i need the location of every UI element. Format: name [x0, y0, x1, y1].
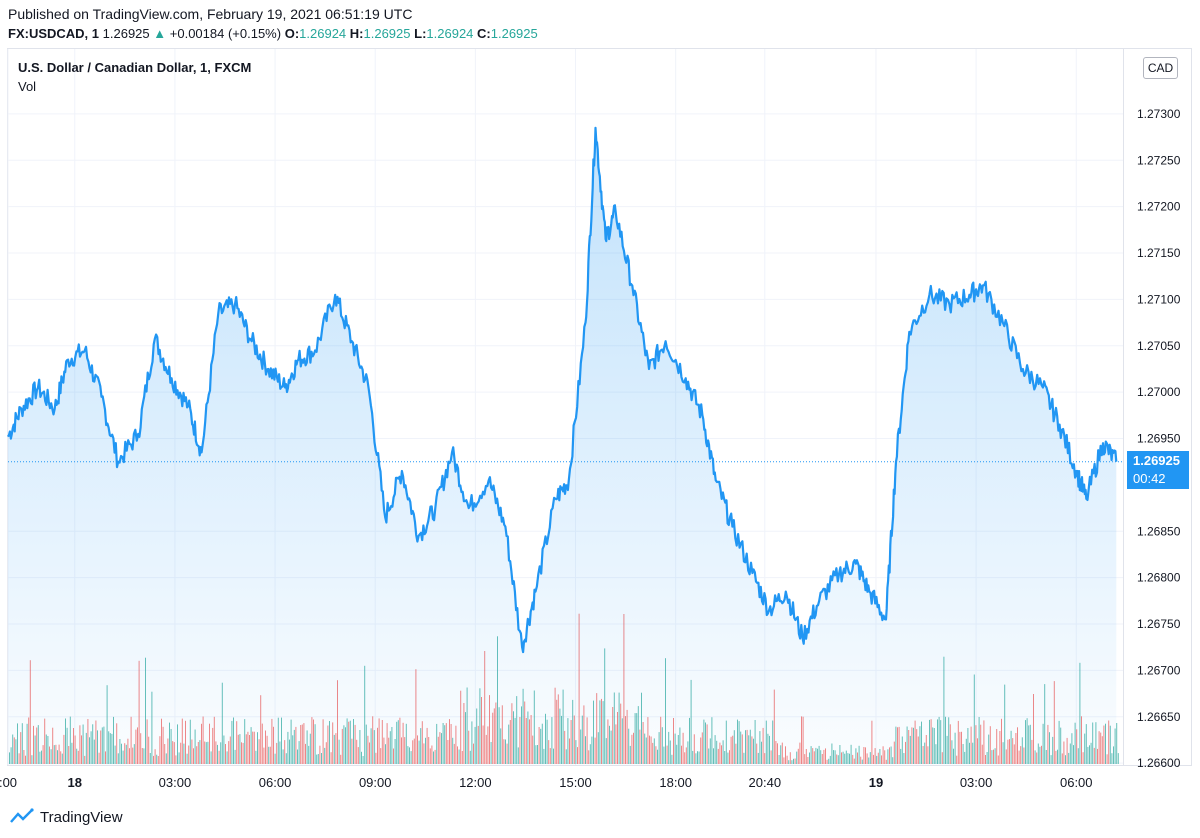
currency-badge[interactable]: CAD: [1143, 57, 1178, 79]
last-price: 1.26925: [102, 26, 150, 41]
x-tick-label: 06:00: [1060, 775, 1093, 790]
low-label: L:: [414, 26, 427, 41]
price-axis[interactable]: [1124, 48, 1192, 766]
high-label: H:: [349, 26, 364, 41]
y-tick-label: 1.26600: [1137, 756, 1181, 770]
change-value: +0.00184 (+0.15%): [169, 26, 282, 41]
last-price-badge: 1.26925 00:42: [1127, 451, 1189, 489]
x-tick-label: 15:00: [559, 775, 592, 790]
volume-legend: Vol: [18, 79, 37, 94]
tradingview-logo-icon: [10, 808, 34, 828]
volume-bar: [1116, 723, 1118, 764]
y-tick-label: 1.27300: [1137, 107, 1181, 121]
footer-brand[interactable]: TradingView: [10, 808, 123, 828]
x-tick-label: 18: [68, 775, 82, 790]
chart-legend-title: U.S. Dollar / Canadian Dollar, 1, FXCM: [18, 60, 252, 75]
open-value: 1.26924: [299, 26, 347, 41]
y-tick-label: 1.26950: [1137, 432, 1181, 446]
x-tick-label: 03:00: [159, 775, 192, 790]
y-tick-label: 1.27200: [1137, 200, 1181, 214]
close-value: 1.26925: [490, 26, 538, 41]
x-tick-label: 09:00: [359, 775, 392, 790]
x-tick-label: 06:00: [259, 775, 292, 790]
y-tick-label: 1.27150: [1137, 246, 1181, 260]
low-value: 1.26924: [426, 26, 474, 41]
x-tick-label: 12:00: [459, 775, 492, 790]
x-tick-label: :00: [0, 775, 17, 790]
y-tick-label: 1.26850: [1137, 524, 1181, 538]
y-tick-label: 1.26800: [1137, 571, 1181, 585]
high-value: 1.26925: [363, 26, 411, 41]
x-tick-label: 03:00: [960, 775, 993, 790]
ohlc-header: FX:USDCAD, 1 1.26925 ▲ +0.00184 (+0.15%)…: [8, 26, 538, 41]
open-label: O:: [284, 26, 300, 41]
y-tick-label: 1.27100: [1137, 292, 1181, 306]
y-tick-label: 1.27050: [1137, 339, 1181, 353]
y-tick-label: 1.26750: [1137, 617, 1181, 631]
x-tick-label: 19: [869, 775, 883, 790]
symbol-label: FX:USDCAD, 1: [8, 26, 100, 41]
price-area: [8, 127, 1117, 766]
y-tick-label: 1.27000: [1137, 385, 1181, 399]
published-caption: Published on TradingView.com, February 1…: [8, 6, 413, 22]
bar-countdown: 00:42: [1133, 471, 1166, 486]
price-line: [7, 126, 1118, 654]
close-label: C:: [477, 26, 491, 41]
up-triangle-icon: ▲: [153, 26, 167, 41]
x-tick-label: 18:00: [659, 775, 692, 790]
y-tick-label: 1.26650: [1137, 710, 1181, 724]
volume-bar: [1117, 753, 1119, 764]
y-tick-label: 1.27250: [1137, 153, 1181, 167]
footer-brand-label: TradingView: [40, 808, 123, 826]
last-price-badge-value: 1.26925: [1133, 453, 1180, 468]
x-tick-label: 20:40: [749, 775, 782, 790]
y-tick-label: 1.26700: [1137, 663, 1181, 677]
